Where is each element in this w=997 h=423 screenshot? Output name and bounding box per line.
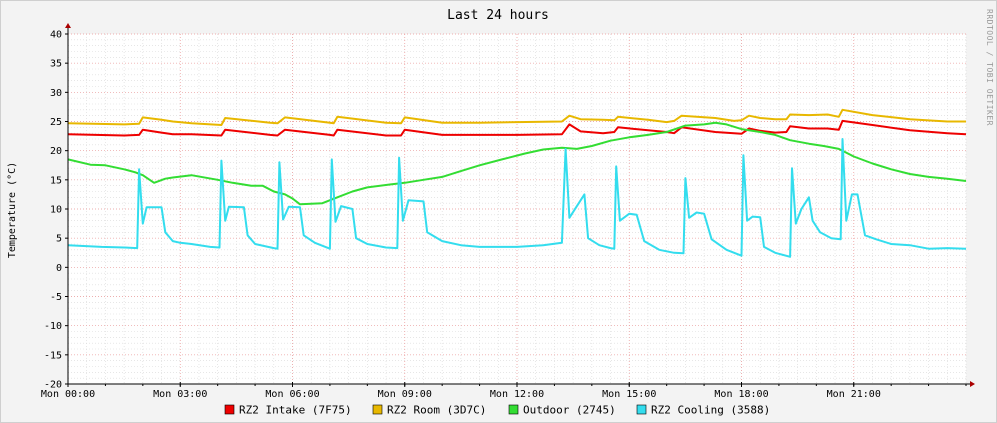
series-line-3 bbox=[67, 138, 967, 258]
series-layer bbox=[67, 108, 967, 258]
series-line-0 bbox=[67, 119, 967, 137]
x-tick-label: Mon 18:00 bbox=[714, 389, 768, 400]
x-axis-arrow bbox=[970, 381, 975, 387]
legend: RZ2 Intake (7F75) RZ2 Room (3D7C) Outdoor … bbox=[224, 404, 770, 417]
y-tick-label: 20 bbox=[50, 146, 62, 157]
series-line-2 bbox=[67, 121, 967, 206]
legend-label-0: RZ2 Intake (7F75) bbox=[239, 404, 352, 417]
y-tick-label: 30 bbox=[50, 88, 62, 99]
x-tick-label: Mon 15:00 bbox=[602, 389, 656, 400]
legend-label-1: RZ2 Room (3D7C) bbox=[387, 404, 486, 417]
legend-label-2: Outdoor (2745) bbox=[523, 404, 616, 417]
series-line-1 bbox=[67, 108, 966, 126]
y-axis-label: Temperature (°C) bbox=[7, 162, 18, 258]
y-tick-label: -20 bbox=[44, 380, 62, 391]
y-tick-label: -5 bbox=[50, 292, 62, 303]
y-tick-label: 15 bbox=[50, 175, 62, 186]
x-tick-label: Mon 21:00 bbox=[827, 389, 881, 400]
legend-swatch-0 bbox=[224, 404, 235, 415]
legend-swatch-1 bbox=[372, 404, 383, 415]
x-tick-label: Mon 06:00 bbox=[265, 389, 319, 400]
legend-swatch-3 bbox=[636, 404, 647, 415]
y-tick-label: 10 bbox=[50, 205, 62, 216]
y-tick-label: 35 bbox=[50, 59, 62, 70]
axes bbox=[65, 23, 975, 387]
y-tick-label: -15 bbox=[44, 350, 62, 361]
y-tick-label: 25 bbox=[50, 117, 62, 128]
x-tick-label: Mon 00:00 bbox=[41, 389, 95, 400]
chart-title: Last 24 hours bbox=[447, 8, 549, 23]
y-tick-label: -10 bbox=[44, 321, 62, 332]
y-axis-arrow bbox=[65, 23, 71, 28]
legend-label-3: RZ2 Cooling (3588) bbox=[651, 404, 770, 417]
x-tick-label: Mon 03:00 bbox=[153, 389, 207, 400]
legend-swatch-2 bbox=[508, 404, 519, 415]
x-tick-label: Mon 09:00 bbox=[378, 389, 432, 400]
y-tick-label: 0 bbox=[56, 263, 62, 274]
y-tick-label: 5 bbox=[56, 234, 62, 245]
major-grid bbox=[67, 33, 966, 385]
y-tick-label: 40 bbox=[50, 30, 62, 41]
rrdtool-watermark: RRDTOOL / TOBI OETIKER bbox=[985, 9, 994, 126]
x-tick-label: Mon 12:00 bbox=[490, 389, 544, 400]
